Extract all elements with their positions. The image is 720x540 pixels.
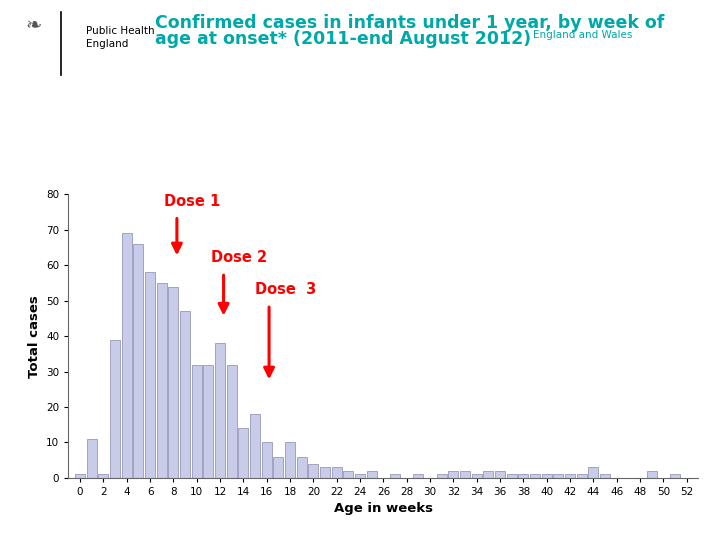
Text: Confirmed cases in infants under 1 year, by week of: Confirmed cases in infants under 1 year,… [155,14,664,31]
Text: 17: 17 [13,518,29,531]
Bar [145,272,155,478]
Bar [308,464,318,478]
Bar [192,364,202,478]
Bar [565,474,575,478]
Bar [262,442,271,478]
Y-axis label: Total cases: Total cases [27,295,41,377]
Bar [157,283,167,478]
Text: Dose 2: Dose 2 [211,250,267,265]
Bar [670,474,680,478]
Bar [122,233,132,478]
Bar [168,287,179,478]
Bar [554,474,563,478]
Bar [647,471,657,478]
Bar [518,474,528,478]
Bar [320,467,330,478]
Bar [227,364,237,478]
Bar [238,428,248,478]
Bar [366,471,377,478]
Bar [204,364,213,478]
Bar [215,343,225,478]
Bar [250,414,260,478]
Bar [355,474,365,478]
Bar [460,471,470,478]
Bar [449,471,459,478]
Bar [413,474,423,478]
Text: Public Health
England: Public Health England [86,25,155,49]
Bar [285,442,295,478]
Bar [110,340,120,478]
Bar [180,312,190,478]
Bar [577,474,587,478]
Bar [530,474,540,478]
Text: Vaccination against pertussis for pregnant women: Vaccination against pertussis for pregna… [54,518,351,531]
Bar [495,471,505,478]
Text: ❧: ❧ [25,17,42,36]
Bar [87,439,96,478]
Bar [99,474,108,478]
Bar [588,467,598,478]
Bar [332,467,342,478]
Text: England and Wales: England and Wales [533,30,632,40]
Bar [483,471,493,478]
Text: Dose  3: Dose 3 [255,282,316,297]
Bar [343,471,354,478]
Bar [75,474,85,478]
Text: age at onset* (2011-end August 2012): age at onset* (2011-end August 2012) [155,30,531,48]
Bar [390,474,400,478]
Bar [437,474,446,478]
Bar [507,474,517,478]
Bar [133,244,143,478]
Bar [274,457,284,478]
Bar [541,474,552,478]
Text: Dose 1: Dose 1 [164,193,220,208]
Bar [297,457,307,478]
Bar [472,474,482,478]
X-axis label: Age in weeks: Age in weeks [334,503,433,516]
Bar [600,474,610,478]
